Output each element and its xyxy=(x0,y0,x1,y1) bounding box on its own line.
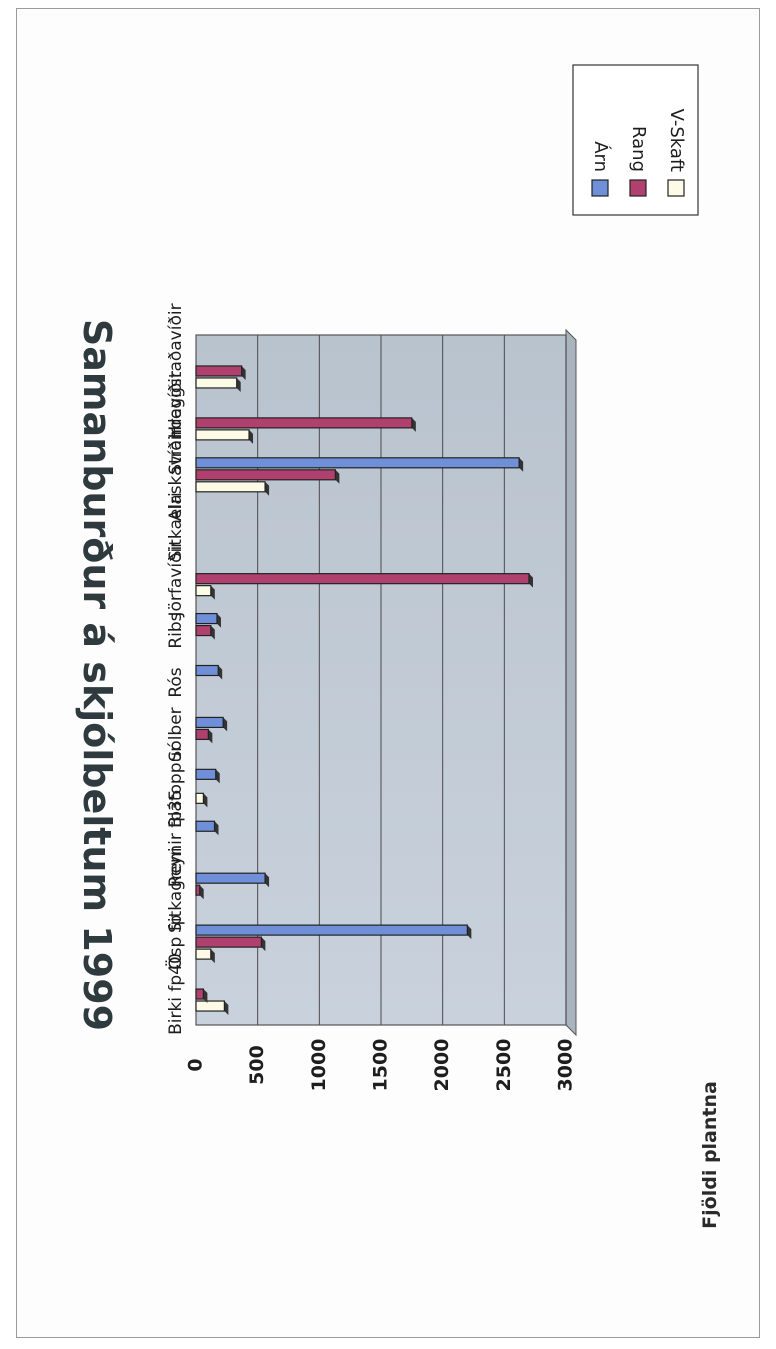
bar xyxy=(195,365,243,377)
category-label: Ribs xyxy=(166,612,186,648)
bar-top xyxy=(241,365,246,380)
legend-swatch xyxy=(667,179,685,197)
bar xyxy=(195,1000,225,1012)
bar-top xyxy=(411,417,416,432)
bar xyxy=(195,820,216,832)
bar xyxy=(195,585,212,597)
bar xyxy=(195,884,201,896)
category-label: Reynir fp35 xyxy=(166,789,186,887)
bar-top xyxy=(467,925,472,940)
y-tick-label: 1000 xyxy=(308,1039,330,1092)
bar-top xyxy=(529,573,533,588)
bar-top xyxy=(249,429,254,444)
bar-top xyxy=(208,729,213,744)
bar-top xyxy=(199,885,204,900)
y-axis-title: Fjöldi plantna xyxy=(699,1081,721,1229)
bar xyxy=(195,624,212,637)
bar-top xyxy=(236,377,241,392)
bar-top xyxy=(265,481,270,496)
category-label: Ösp fp xyxy=(164,915,186,970)
legend-label: Rang xyxy=(628,126,649,172)
y-tick-label: 2500 xyxy=(493,1039,515,1092)
bar xyxy=(195,936,262,948)
bars xyxy=(195,365,533,1016)
category-label: Rós xyxy=(166,667,186,697)
bar xyxy=(195,457,520,469)
bar xyxy=(195,429,250,441)
chart-title: Samanburður á skjólbeltum 1999 xyxy=(75,319,119,1031)
bar xyxy=(195,417,413,429)
category-label: Sólber xyxy=(166,707,186,761)
bar xyxy=(195,573,530,585)
bar-top xyxy=(214,821,219,836)
plot-floor xyxy=(565,328,577,1037)
bar-top xyxy=(519,457,524,472)
y-tick-label: 2000 xyxy=(431,1039,453,1092)
y-tick-label: 1500 xyxy=(370,1039,392,1092)
bar xyxy=(195,768,217,780)
legend-box xyxy=(572,64,699,216)
category-label: Jörfavíðir xyxy=(166,541,186,618)
y-tick-label: 3000 xyxy=(555,1039,577,1092)
bar-top xyxy=(215,769,220,784)
category-label: Blátoppur xyxy=(166,745,186,828)
bar-top xyxy=(223,717,228,732)
bar-top xyxy=(218,665,223,680)
bar xyxy=(195,948,212,960)
category-label: Sitkagreni xyxy=(166,847,186,933)
bar-top xyxy=(210,625,215,640)
bar xyxy=(195,377,238,389)
legend: V-Skaft Rang Árn xyxy=(572,64,699,216)
bar xyxy=(195,716,224,729)
y-axis-ticks: 0 500 1000 1500 2000 2500 3000 xyxy=(185,1039,577,1092)
bar-top xyxy=(265,873,270,888)
bar xyxy=(195,481,266,493)
category-label: Sitkaelri xyxy=(166,492,186,561)
y-tick-label: 500 xyxy=(246,1045,268,1085)
bar-top xyxy=(224,1001,229,1016)
category-label: Strandavíðir xyxy=(166,371,186,475)
bar xyxy=(195,728,209,741)
bar xyxy=(195,612,218,625)
bar-top xyxy=(210,585,215,600)
legend-label: Árn xyxy=(590,141,612,172)
bar xyxy=(195,664,219,677)
gridlines xyxy=(257,335,567,1025)
bar-top xyxy=(216,613,221,628)
bar-top xyxy=(210,949,215,964)
bar xyxy=(195,792,205,804)
bar xyxy=(195,988,205,1000)
legend-swatch xyxy=(629,179,647,197)
bar xyxy=(195,924,468,936)
bar xyxy=(195,469,336,481)
y-tick-label: 0 xyxy=(185,1058,207,1071)
bar-top xyxy=(203,793,208,808)
category-label: Hreggstaðavíðir xyxy=(166,303,186,438)
bar-top xyxy=(203,989,208,1004)
bar-top xyxy=(261,937,266,952)
category-label: Birki fp40 xyxy=(166,953,186,1035)
bar xyxy=(195,872,266,884)
category-labels: HreggstaðavíðirStrandavíðirAlaskavíðirSi… xyxy=(164,303,186,1035)
legend-label: V-Skaft xyxy=(666,109,687,172)
legend-swatch xyxy=(591,179,609,197)
category-label: Alaskavíðir xyxy=(166,429,186,522)
bar-top xyxy=(335,469,340,484)
